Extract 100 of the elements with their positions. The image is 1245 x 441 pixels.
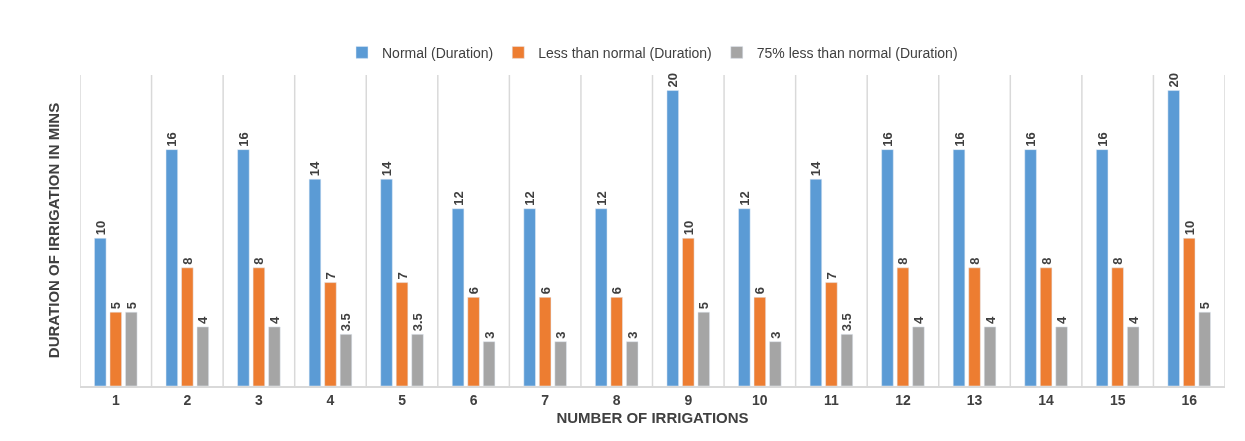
bar	[1183, 238, 1196, 386]
data-label: 14	[379, 160, 395, 177]
data-label: 16	[1023, 132, 1039, 147]
data-label: 8	[179, 257, 195, 265]
data-label: 8	[895, 257, 911, 265]
data-label: 4	[982, 315, 998, 324]
bar	[268, 326, 281, 386]
data-label: 5	[123, 301, 139, 310]
data-label: 16	[164, 132, 180, 147]
x-tick-label: 16	[1181, 391, 1198, 408]
bar	[324, 282, 337, 386]
bar	[1198, 311, 1211, 386]
x-tick-label: 9	[684, 391, 693, 408]
data-label: 6	[537, 287, 553, 295]
legend-label: 75% less than normal (Duration)	[756, 44, 958, 61]
legend-label: Less than normal (Duration)	[538, 44, 712, 61]
bar	[125, 311, 138, 386]
data-label: 16	[1094, 132, 1110, 147]
bar	[753, 297, 766, 386]
bar	[308, 178, 322, 386]
x-tick-label: 2	[183, 391, 192, 408]
data-label: 4	[195, 315, 211, 324]
bar	[483, 341, 496, 386]
bar	[380, 178, 393, 386]
bar	[769, 341, 782, 386]
bar	[94, 238, 107, 386]
data-label: 3.5	[839, 313, 855, 332]
bar	[109, 311, 122, 386]
data-label: 7	[322, 272, 338, 280]
bar	[252, 267, 265, 386]
x-axis-title: NUMBER OF IRRIGATIONS	[556, 409, 749, 427]
data-label: 6	[609, 287, 625, 295]
bar	[595, 208, 608, 386]
data-label: 16	[879, 132, 895, 147]
data-label: 4	[910, 315, 926, 324]
bar	[983, 326, 997, 386]
data-label: 4	[1125, 315, 1141, 324]
legend-label: Normal (Duration)	[382, 44, 494, 61]
data-label: 10	[680, 220, 696, 236]
bar	[840, 334, 853, 386]
bar	[1055, 326, 1068, 386]
data-label: 8	[1038, 257, 1054, 265]
data-label: 3	[767, 331, 783, 339]
bar	[165, 149, 178, 386]
x-tick-label: 15	[1109, 391, 1126, 408]
bar	[411, 334, 424, 386]
bar	[1024, 149, 1037, 386]
data-label: 16	[235, 132, 251, 147]
data-label: 3	[481, 331, 497, 339]
bar	[896, 267, 910, 386]
x-tick-label: 7	[541, 391, 550, 408]
data-label: 5	[108, 301, 124, 310]
data-label: 10	[92, 220, 108, 236]
data-label: 7	[823, 272, 839, 280]
bar	[682, 238, 695, 386]
data-label: 4	[266, 315, 282, 324]
bar	[912, 326, 925, 386]
bar	[1096, 149, 1109, 386]
data-label: 7	[394, 272, 410, 280]
data-label: 8	[967, 257, 983, 265]
bar	[539, 297, 552, 386]
bar	[1111, 267, 1124, 386]
data-label: 14	[307, 160, 323, 177]
data-label: 12	[522, 191, 538, 206]
bar	[666, 90, 679, 386]
bar	[181, 267, 194, 386]
bar	[881, 149, 894, 386]
data-label: 3.5	[338, 313, 354, 332]
bar	[1040, 267, 1053, 386]
x-tick-label: 10	[752, 391, 768, 408]
data-label: 12	[593, 191, 609, 206]
data-label: 3.5	[410, 313, 426, 332]
data-label: 14	[808, 160, 824, 177]
data-label: 20	[1166, 73, 1182, 88]
bar	[697, 311, 710, 386]
bar	[610, 297, 623, 386]
data-label: 20	[665, 73, 681, 88]
data-label: 5	[1197, 301, 1213, 310]
bar	[196, 326, 209, 386]
bar	[968, 267, 981, 386]
x-tick-label: 11	[824, 391, 840, 408]
bar	[554, 341, 567, 386]
bar	[952, 149, 966, 386]
bar	[237, 149, 250, 386]
data-label: 8	[251, 257, 267, 265]
bar	[523, 208, 536, 386]
data-label: 12	[450, 191, 466, 206]
bar	[467, 297, 480, 386]
bar	[738, 208, 751, 386]
bar	[1167, 90, 1180, 386]
data-label: 3	[624, 331, 640, 339]
data-label: 10	[1181, 220, 1197, 236]
bar	[809, 178, 822, 386]
x-tick-label: 13	[966, 391, 983, 408]
data-label: 16	[951, 132, 967, 147]
bar	[1127, 326, 1140, 386]
data-label: 3	[553, 331, 569, 339]
bar	[395, 282, 409, 386]
data-label: 5	[696, 301, 712, 310]
y-axis-title: DURATION OF IRRIGATION IN MINS	[45, 102, 63, 359]
